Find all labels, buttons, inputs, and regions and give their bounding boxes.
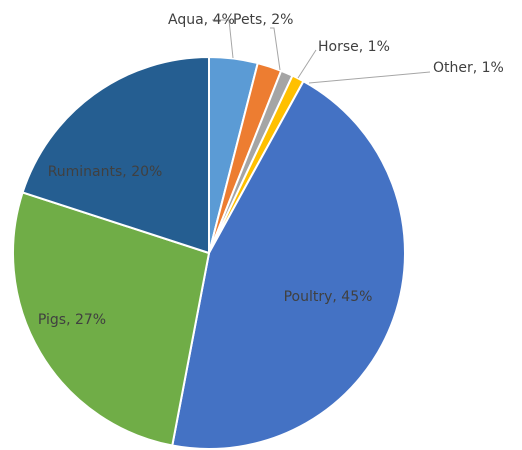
data-label: Other, 1% <box>433 60 504 76</box>
data-label: Ruminants, 20% <box>48 164 163 180</box>
leader-line <box>270 27 281 71</box>
data-label: Pets, 2% <box>233 12 293 28</box>
leader-line <box>308 71 431 84</box>
pie-slice <box>12 191 211 447</box>
pie-slice <box>21 55 210 255</box>
data-label: Pigs, 27% <box>38 312 106 328</box>
leader-line <box>212 19 234 59</box>
leader-line <box>297 49 317 79</box>
data-label: Horse, 1% <box>318 39 390 55</box>
data-label: Aqua, 4% <box>168 12 235 28</box>
pie-slice <box>171 79 406 450</box>
data-label: Poultry, 45% <box>284 289 373 305</box>
